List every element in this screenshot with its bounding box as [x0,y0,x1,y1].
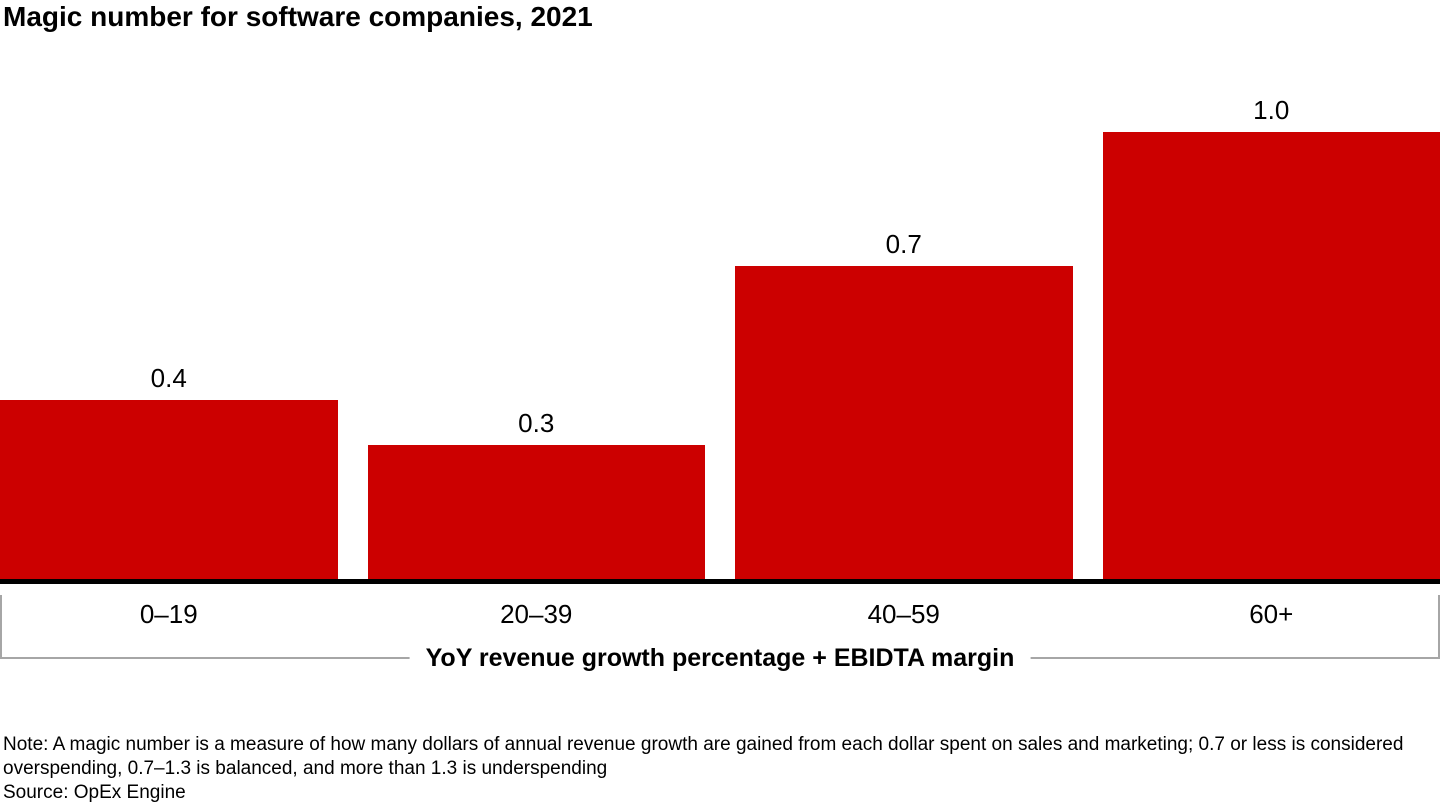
footnote: Note: A magic number is a measure of how… [3,734,1404,779]
bar-value-label: 0.7 [885,229,922,259]
bar-value-label: 0.3 [518,408,555,438]
x-tick-label: 20–39 [500,599,573,629]
bar [367,445,705,579]
bar [0,400,338,579]
bar [1102,132,1440,579]
source-label: Source: OpEx Engine [3,782,186,803]
bar-column: 0.7 [735,229,1073,579]
x-tick-label: 60+ [1249,599,1294,629]
category-row: 0–19 20–39 40–59 60+ [0,599,1440,629]
bar-value-label: 0.4 [150,363,187,393]
bar-column: 0.4 [0,363,338,579]
chart-title: Magic number for software companies, 202… [3,1,593,32]
x-axis-label: YoY revenue growth percentage + EBIDTA m… [409,643,1031,673]
bar [735,266,1073,579]
x-axis-line [0,579,1440,584]
axis-bracket-right-tick [1438,595,1440,659]
x-tick-label: 0–19 [139,599,198,629]
axis-bracket-left-tick [0,595,2,659]
bar-column: 1.0 [1102,95,1440,579]
x-tick-label: 40–59 [867,599,940,629]
bar-value-label: 1.0 [1253,95,1290,125]
bars-row: 0.4 0.3 0.7 1.0 [0,95,1440,579]
bar-column: 0.3 [367,408,705,579]
